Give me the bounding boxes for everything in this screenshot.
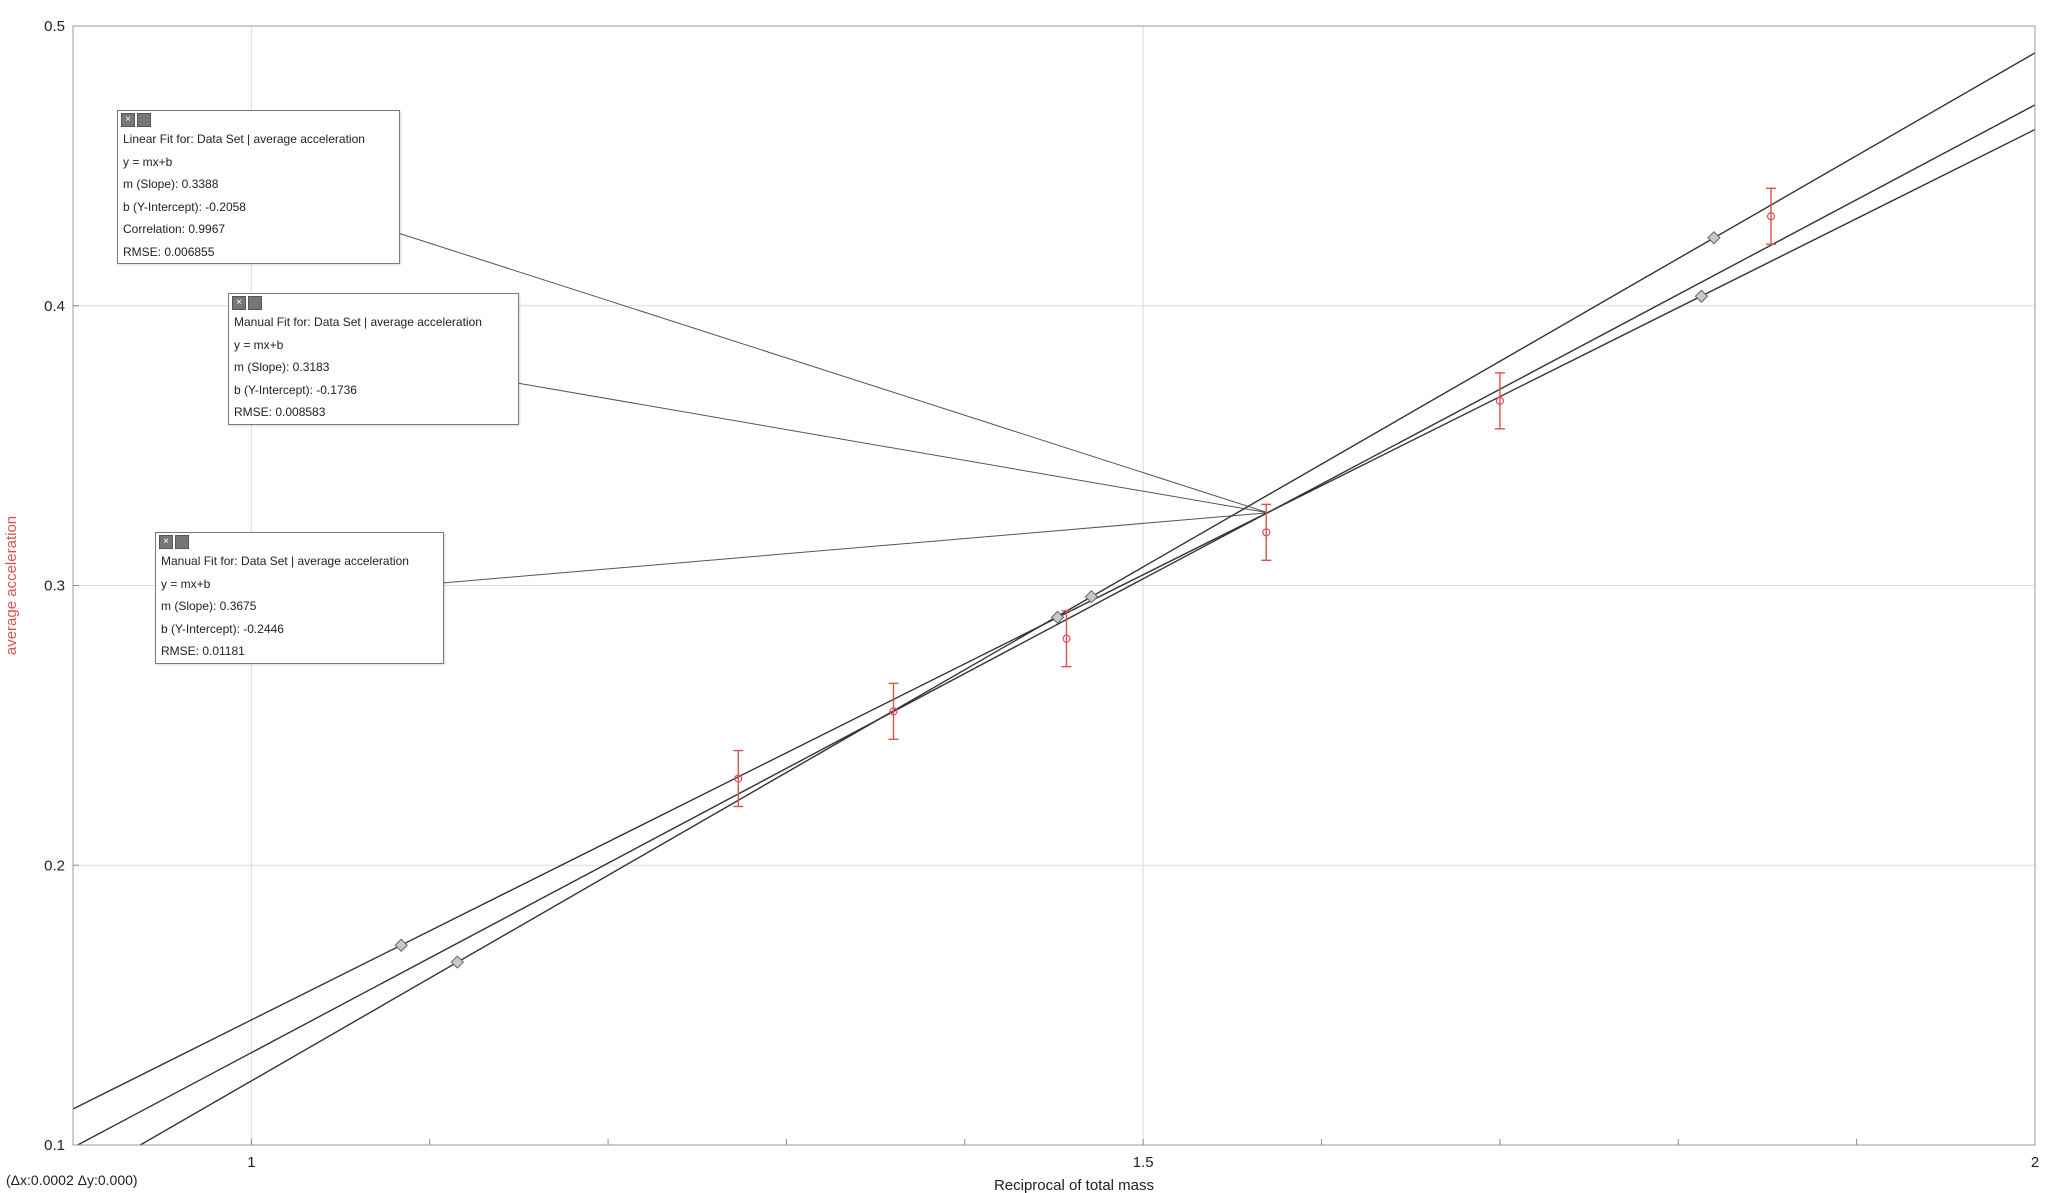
fit-rmse: RMSE: 0.006855 <box>123 244 215 259</box>
annotation-connector <box>441 512 1269 584</box>
fit-equation: y = mx+b <box>234 337 284 352</box>
options-icon[interactable] <box>175 535 189 549</box>
x-tick-label: 2 <box>2031 1154 2039 1171</box>
options-icon[interactable] <box>248 296 262 310</box>
fit-handle <box>1084 589 1099 604</box>
annotation-connector <box>397 232 1269 514</box>
manual-fit-box-1[interactable]: × Manual Fit for: Data Set | average acc… <box>228 293 519 425</box>
fit-rmse: RMSE: 0.01181 <box>161 644 245 658</box>
close-icon[interactable]: × <box>121 113 135 127</box>
fit-handle <box>1707 231 1721 245</box>
fit-intercept: b (Y-Intercept): -0.1736 <box>234 382 357 397</box>
fit-title: Manual Fit for: Data Set | average accel… <box>161 554 409 568</box>
data-point <box>1262 528 1271 537</box>
fit-box-header: × <box>156 533 443 550</box>
fit-handle <box>394 938 408 952</box>
fit-handle <box>1694 289 1709 303</box>
delta-readout: (Δx:0.0002 Δy:0.000) <box>6 1172 138 1188</box>
fit-handle <box>1050 610 1065 625</box>
x-axis-label: Reciprocal of total mass <box>994 1177 1154 1193</box>
annotation-connector <box>516 382 1269 514</box>
fit-line-0 <box>77 104 2036 1146</box>
fit-slope: m (Slope): 0.3183 <box>234 360 330 374</box>
data-point <box>889 707 898 716</box>
fit-equation: y = mx+b <box>161 576 211 591</box>
fit-intercept: b (Y-Intercept): -0.2446 <box>161 621 284 636</box>
fit-title: Linear Fit for: Data Set | average accel… <box>123 132 365 146</box>
y-tick-label: 0.2 <box>44 857 65 874</box>
fit-equation: y = mx+b <box>123 154 173 169</box>
plot-frame <box>72 25 2036 1146</box>
x-tick-label: 1.5 <box>1133 1154 1154 1171</box>
data-point <box>1062 634 1071 643</box>
tick-labels: 1 1.5 2 0.1 0.2 0.3 0.4 0.5 <box>44 18 2039 1171</box>
manual-fit-box-2[interactable]: × Manual Fit for: Data Set | average acc… <box>155 532 444 664</box>
fit-intercept: b (Y-Intercept): -0.2058 <box>123 199 246 214</box>
data-point <box>734 774 743 783</box>
y-axis-label: average acceleration <box>3 516 20 655</box>
data-point <box>1495 396 1505 405</box>
fit-handles <box>394 231 1721 969</box>
fit-handle <box>450 955 465 969</box>
data-points <box>733 187 1777 808</box>
fit-slope: m (Slope): 0.3675 <box>161 599 257 613</box>
y-tick-label: 0.1 <box>44 1137 65 1154</box>
fit-rmse: RMSE: 0.008583 <box>234 405 326 419</box>
y-tick-label: 0.4 <box>44 298 65 315</box>
fit-box-header: × <box>229 294 518 311</box>
close-icon[interactable]: × <box>232 296 246 310</box>
close-icon[interactable]: × <box>159 535 173 549</box>
fit-correlation: Correlation: 0.9967 <box>123 222 226 236</box>
fit-title: Manual Fit for: Data Set | average accel… <box>234 315 482 329</box>
options-icon[interactable] <box>137 113 151 127</box>
x-tick-label: 1 <box>247 1154 255 1171</box>
fit-box-header: × <box>118 111 399 128</box>
annotation-connectors <box>397 232 1269 584</box>
fit-slope: m (Slope): 0.3388 <box>123 177 219 191</box>
data-point <box>1766 212 1776 221</box>
y-tick-label: 0.5 <box>44 18 65 35</box>
linear-fit-box[interactable]: × Linear Fit for: Data Set | average acc… <box>117 110 400 264</box>
y-tick-label: 0.3 <box>44 578 65 595</box>
